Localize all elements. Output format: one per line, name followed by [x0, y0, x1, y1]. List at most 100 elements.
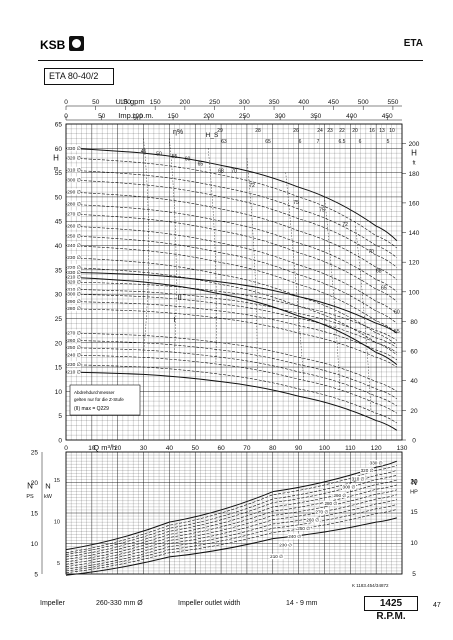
hq-curve-label-bg	[67, 210, 81, 217]
q-ticklabel: 120	[371, 445, 382, 452]
impgpm-ticklabel: 300	[275, 113, 286, 120]
nq-curve-label: 260 ∅	[306, 518, 319, 523]
npsh-tick-ft: 6	[299, 139, 302, 145]
hq-ytick-ft: 100	[409, 289, 420, 296]
hq-curve-label: 260 ∅	[67, 224, 81, 230]
hq-curve-label-bg	[67, 368, 81, 375]
note-line-1: Abdrehdurchmesser	[74, 390, 115, 395]
nq-curve-label: 330 ∅	[370, 461, 383, 466]
hq-grid: 0510152025303540455055606502040608010012…	[53, 97, 420, 452]
hq-curve-label-bg	[67, 176, 81, 183]
efficiency-value: 75	[293, 200, 299, 206]
hq-curve-label-bg	[67, 361, 81, 368]
hq-ytick-m: 10	[55, 389, 63, 396]
hq-ytick-m: 45	[55, 219, 63, 226]
hq-curve-I-270	[65, 332, 397, 392]
hq-curve-label: 270 ∅	[67, 211, 81, 217]
npsh-tick: 20	[352, 128, 358, 134]
hq-curve-label: 320 ∅	[67, 280, 81, 286]
hq-curve-II-240	[65, 245, 398, 334]
hq-curve-II-300	[65, 179, 398, 268]
usgpm-ticklabel: 500	[358, 99, 369, 106]
nq-curve-260	[65, 494, 397, 567]
npsh-tick-ft: 63	[221, 139, 227, 145]
hq-curve-label-bg	[67, 232, 81, 239]
stage-label-i: I	[174, 315, 176, 324]
impgpm-ticklabel: 450	[382, 113, 393, 120]
hq-curves	[65, 138, 398, 431]
q-ticklabel: 80	[269, 445, 277, 452]
usgpm-ticklabel: 300	[239, 99, 250, 106]
hq-curve-I-330	[65, 271, 398, 334]
efficiency-value: 72	[342, 222, 348, 228]
q-ticklabel: 20	[114, 445, 122, 452]
hq-curve-label-bg	[67, 336, 81, 343]
hq-ytick-m: 65	[55, 122, 63, 129]
q-ticklabel: 60	[217, 445, 225, 452]
npsh-tick: 16	[369, 128, 375, 134]
hq-curve-label-bg	[67, 273, 81, 280]
outlet-width-label: Impeller outlet width	[178, 600, 241, 607]
nq-curve-label: 310 ∅	[352, 476, 365, 481]
hq-curve-label-bg	[67, 144, 81, 151]
hq-curve-label: 260 ∅	[67, 338, 81, 344]
hq-curve-label: 210 ∅	[67, 369, 81, 375]
nq-curve-290	[65, 479, 397, 560]
hq-curve-label: 210 ∅	[67, 275, 81, 281]
logo-text: KSB	[40, 38, 66, 52]
hq-ytick-m: 20	[55, 340, 63, 347]
hq-ytick-ft: 200	[409, 141, 420, 148]
impgpm-ticklabel: 150	[168, 113, 179, 120]
hq-curve-label-bg	[67, 351, 81, 358]
nq-curve-230	[65, 509, 397, 574]
hq-curve-I-300	[65, 293, 397, 353]
drawing-reference: K 1183.454/34872	[352, 583, 389, 588]
hq-curve-label-bg	[67, 166, 81, 173]
hq-curve-II-320	[65, 157, 398, 249]
hq-ytick-ft: 20	[410, 408, 418, 415]
nq-curve-270	[65, 489, 397, 565]
nq-curve-250	[65, 499, 397, 570]
q-ticklabel: 100	[319, 445, 330, 452]
nq-curve-label: 250 ∅	[297, 526, 310, 531]
npsh-tick-ft: 5	[387, 139, 390, 145]
efficiency-value: 55	[172, 154, 178, 160]
hq-ylabel-left: H	[53, 153, 59, 162]
nq-curve-label: 300 ∅	[343, 485, 356, 490]
q-ticklabel: 50	[192, 445, 200, 452]
hq-ytick-m: 60	[55, 146, 63, 153]
npsh-tick-ft: 6.5	[339, 139, 346, 145]
efficiency-isoline	[285, 172, 305, 382]
nq-curves	[65, 460, 398, 576]
hq-ytick-m: 35	[55, 267, 63, 274]
hq-curve-label-bg	[67, 278, 81, 285]
npsh-tick: 29	[217, 128, 223, 134]
hq-curve-label-bg	[67, 222, 81, 229]
hq-ytick-ft: 60	[410, 349, 418, 356]
hq-curve-I-260	[65, 340, 397, 399]
hq-curve-I-280	[65, 308, 397, 368]
hq-ytick-ft: 140	[409, 230, 420, 237]
npsh-label: H_S	[206, 132, 219, 139]
hq-curve-label-bg	[67, 200, 81, 207]
usgpm-ticklabel: 150	[150, 99, 161, 106]
nq-ytick-kw: 5	[57, 561, 60, 567]
hq-ytick-m: 0	[58, 438, 62, 445]
usgpm-ticklabel: 550	[387, 99, 398, 106]
hq-curve-label: 290 ∅	[67, 190, 81, 196]
q-axis-label: Q m³/h	[93, 443, 116, 452]
efficiency-value: 50	[156, 152, 162, 158]
hq-curve-II-330	[65, 147, 398, 242]
hq-ylabel-right-unit: ft	[412, 160, 416, 166]
nq-ytick-ps: 10	[31, 541, 39, 548]
efficiency-value: 45	[141, 149, 147, 155]
npsh-tick: 10	[389, 128, 395, 134]
usgpm-ticklabel: 100	[120, 99, 131, 106]
hq-curve-II-260	[65, 225, 398, 314]
nq-curve-label-bg	[314, 508, 329, 515]
hq-ytick-m: 5	[58, 413, 62, 420]
hq-ylabel-left-unit: m	[54, 166, 59, 172]
efficiency-value: 70	[231, 169, 237, 175]
hq-curve-label: 230 ∅	[67, 255, 81, 261]
